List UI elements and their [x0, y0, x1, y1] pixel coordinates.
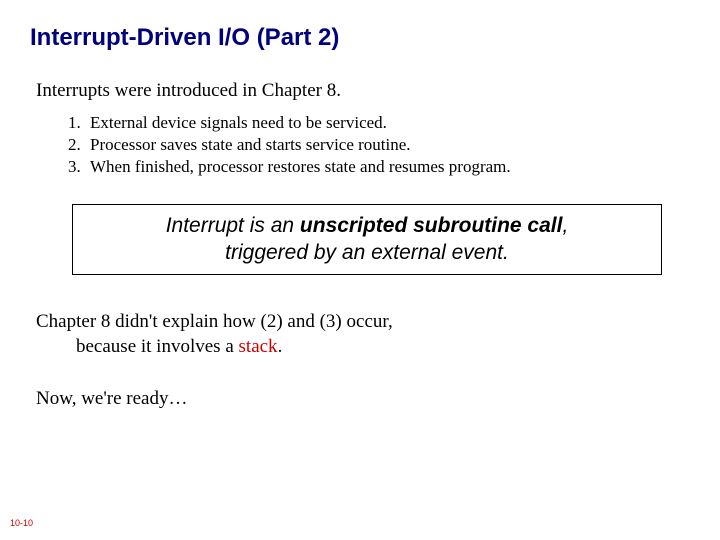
- list-text: External device signals need to be servi…: [90, 112, 387, 134]
- callout-pre: Interrupt is an: [166, 214, 300, 237]
- list-text: When finished, processor restores state …: [90, 156, 511, 178]
- list-number: 3.: [68, 156, 90, 178]
- list-item: 1. External device signals need to be se…: [68, 112, 690, 134]
- para1-line1: Chapter 8 didn't explain how (2) and (3)…: [36, 309, 690, 335]
- para1-line2-pre: because it involves a: [76, 336, 239, 357]
- paragraph-2: Now, we're ready…: [36, 386, 690, 412]
- list-text: Processor saves state and starts service…: [90, 134, 411, 156]
- list-item: 3. When finished, processor restores sta…: [68, 156, 690, 178]
- callout-bold: unscripted subroutine call: [300, 214, 563, 237]
- para1-line2-post: .: [278, 336, 283, 357]
- callout-post: ,: [562, 214, 568, 237]
- page-number: 10-10: [10, 518, 33, 528]
- paragraph-1: Chapter 8 didn't explain how (2) and (3)…: [36, 309, 690, 360]
- callout-line-2: triggered by an external event.: [87, 240, 647, 266]
- callout-box: Interrupt is an unscripted subroutine ca…: [72, 204, 662, 275]
- para1-line2: because it involves a stack.: [76, 334, 690, 360]
- slide-title: Interrupt-Driven I/O (Part 2): [30, 24, 690, 52]
- intro-text: Interrupts were introduced in Chapter 8.: [36, 80, 690, 102]
- list-number: 1.: [68, 112, 90, 134]
- list-item: 2. Processor saves state and starts serv…: [68, 134, 690, 156]
- callout-line-1: Interrupt is an unscripted subroutine ca…: [87, 213, 647, 239]
- numbered-list: 1. External device signals need to be se…: [68, 112, 690, 178]
- list-number: 2.: [68, 134, 90, 156]
- para1-line2-red: stack: [239, 336, 278, 357]
